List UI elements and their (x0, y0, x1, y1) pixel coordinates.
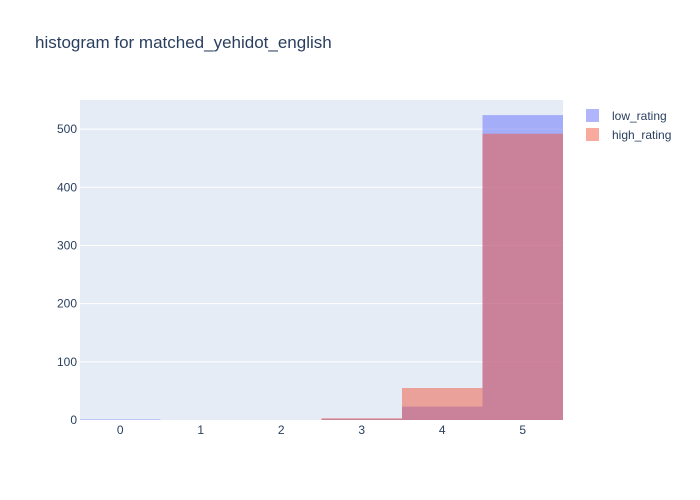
y-tick-label: 300 (57, 238, 77, 252)
legend-label: high_rating (612, 127, 672, 142)
y-tick-label: 400 (57, 180, 77, 194)
legend[interactable]: low_rating high_rating (586, 106, 671, 144)
x-tick-label: 5 (519, 423, 526, 437)
legend-item-high_rating[interactable]: high_rating (586, 125, 671, 144)
y-tick-label: 100 (57, 355, 77, 369)
legend-item-low_rating[interactable]: low_rating (586, 106, 671, 125)
x-tick-label: 4 (439, 423, 446, 437)
bar-low_rating-0 (80, 419, 161, 420)
legend-label: low_rating (612, 108, 667, 123)
x-tick-label: 2 (278, 423, 285, 437)
bar-high_rating-5 (482, 133, 563, 420)
legend-swatch (586, 128, 599, 141)
y-tick-label: 500 (57, 122, 77, 136)
x-tick-label: 1 (197, 423, 204, 437)
bar-high_rating-4 (402, 388, 483, 420)
x-tick-label: 0 (117, 423, 124, 437)
x-tick-label: 3 (358, 423, 365, 437)
legend-swatch (586, 109, 599, 122)
chart-title: histogram for matched_yehidot_english (35, 33, 332, 52)
y-tick-label: 0 (70, 413, 77, 427)
bar-high_rating-3 (321, 418, 402, 420)
y-tick-label: 200 (57, 297, 77, 311)
